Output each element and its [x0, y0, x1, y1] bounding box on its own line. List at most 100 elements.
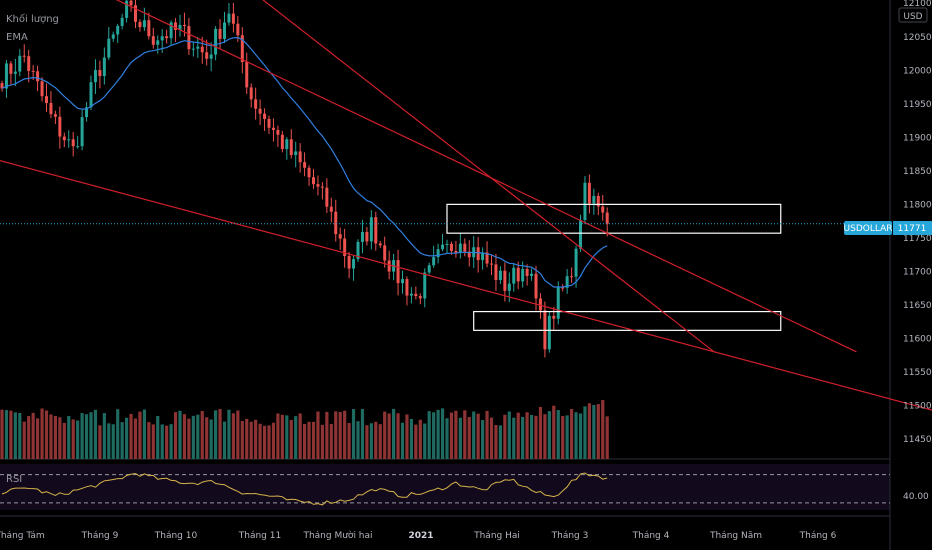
candle-body: [67, 139, 71, 141]
volume-bar: [449, 412, 454, 459]
trendlines[interactable]: [0, 0, 932, 459]
candle-body: [276, 129, 280, 135]
volume-bar: [129, 413, 133, 459]
volume-bar: [458, 417, 462, 459]
candle-body: [427, 265, 431, 273]
volume-bar: [356, 421, 360, 459]
candle-body: [579, 219, 582, 249]
candle-body: [102, 57, 106, 77]
zone-box[interactable]: [473, 310, 782, 331]
volume-bar: [392, 408, 396, 459]
candle-body: [294, 151, 298, 156]
candle-body: [347, 256, 351, 269]
volume-bar: [205, 417, 209, 459]
volume-bar: [169, 424, 173, 459]
trendline[interactable]: [225, 0, 715, 353]
volume-bar: [534, 415, 538, 459]
legend-volume[interactable]: Khối lượng: [6, 13, 59, 25]
candle-body: [218, 28, 222, 39]
currency-button[interactable]: [898, 7, 928, 23]
candlesticks[interactable]: [0, 0, 609, 358]
volume-bar: [529, 415, 534, 459]
volume-bar: [369, 423, 373, 459]
volume-bar: [583, 406, 587, 459]
volume-bar: [365, 425, 369, 459]
volume-bar: [489, 417, 494, 459]
zone-box[interactable]: [446, 203, 782, 234]
volume-bar: [80, 413, 84, 459]
candle-body: [418, 296, 422, 299]
price-tick-label: 11550: [903, 368, 932, 378]
volume-bar: [173, 412, 178, 459]
trendline[interactable]: [0, 137, 932, 459]
rsi-indicator: 40.00: [0, 472, 929, 506]
price-axis[interactable]: 11450 11500 11550 11600 11650 11700 11750 11800…: [903, 0, 932, 445]
last-price-label: [893, 221, 932, 235]
price-tick-label: 11450: [903, 435, 932, 445]
volume-bar: [236, 410, 240, 459]
candle-body: [116, 25, 120, 35]
volume-bar: [494, 425, 498, 459]
rsi-line: [1, 472, 608, 506]
rsi-tick-label: 40.00: [903, 492, 929, 502]
candle-body: [601, 206, 605, 213]
time-tick-label: Tháng Tám: [0, 531, 45, 541]
volume-bar: [262, 425, 267, 459]
volume-bar: [254, 419, 258, 459]
volume-bar: [18, 413, 22, 459]
candle-body: [263, 113, 267, 119]
time-tick-label: Tháng 11: [238, 531, 281, 541]
price-tick-label: 12100: [903, 0, 932, 9]
time-tick-label: Tháng Mười hai: [302, 530, 372, 541]
price-tick-label: 11950: [903, 100, 932, 110]
price-tick-label: 11600: [903, 334, 932, 344]
candle-body: [512, 267, 516, 284]
legend-ema[interactable]: EMA: [6, 32, 28, 43]
price-tick-label: 11900: [903, 133, 932, 143]
volume-bar: [307, 421, 311, 459]
candle-body: [40, 81, 44, 97]
candle-body: [547, 315, 551, 350]
candle-body: [432, 257, 436, 266]
candle-body: [383, 245, 387, 261]
volume-bar: [102, 413, 106, 459]
time-axis[interactable]: Tháng Tám Tháng 9 Tháng 10 Tháng 11 Tháng Mư…: [0, 530, 837, 541]
time-tick-label: Tháng Năm: [709, 531, 762, 541]
volume-bar: [49, 414, 53, 459]
candle-body: [334, 211, 338, 235]
volume-bar: [71, 419, 75, 459]
volume-bar: [605, 416, 609, 459]
volume-bar: [454, 410, 458, 459]
candle-body: [249, 87, 253, 100]
candle-body: [498, 270, 502, 281]
candle-body: [120, 17, 124, 26]
support-resistance-zones[interactable]: [446, 203, 782, 331]
candle-body: [129, 0, 133, 6]
candle-body: [561, 287, 565, 289]
candle-body: [463, 243, 467, 252]
volume-bar: [334, 411, 338, 459]
volume-bar: [267, 425, 271, 459]
volume-bar: [298, 413, 302, 459]
candle-body: [200, 46, 204, 53]
volume-bar: [414, 424, 418, 459]
time-tick-label: Tháng 3: [551, 531, 589, 541]
candle-body: [209, 54, 213, 59]
candle-body: [596, 196, 600, 207]
candle-body: [454, 251, 458, 254]
volume-bar: [387, 413, 391, 459]
volume-bar: [89, 412, 93, 459]
volume-bar: [62, 422, 66, 459]
candle-body: [530, 273, 534, 277]
price-tick-label: 11700: [903, 267, 932, 277]
volume-bar: [0, 409, 4, 459]
legend-rsi[interactable]: RSI: [6, 474, 22, 485]
volume-bar: [436, 409, 440, 459]
candle-body: [53, 114, 57, 117]
candle-body: [312, 177, 315, 185]
trendline[interactable]: [0, 0, 857, 353]
volume-bar: [565, 415, 569, 459]
volume-bar: [40, 408, 44, 459]
volume-bar: [400, 422, 405, 459]
